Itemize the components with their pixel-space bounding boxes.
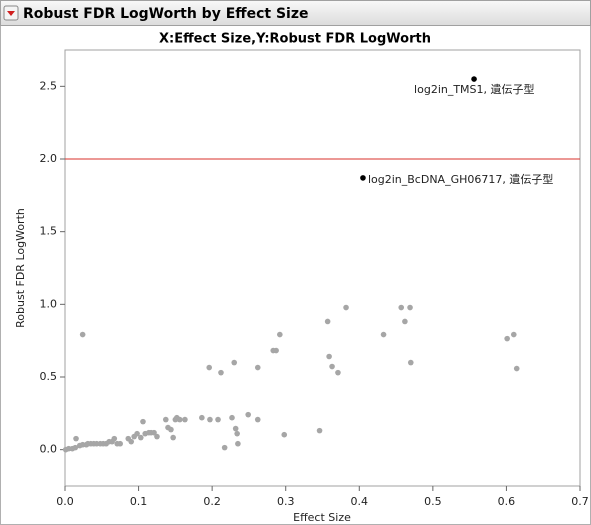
- point: [207, 416, 213, 423]
- point: [513, 365, 520, 372]
- point: [170, 434, 176, 441]
- point: [72, 444, 79, 451]
- point: [117, 440, 123, 447]
- x-axis-label: Effect Size: [293, 511, 351, 524]
- point: [221, 444, 228, 451]
- point: [343, 304, 349, 311]
- x-tick-label: 0.3: [277, 495, 295, 508]
- point: [218, 369, 224, 376]
- point: [335, 369, 341, 376]
- point: [176, 416, 183, 423]
- point: [229, 414, 235, 421]
- point: [380, 331, 387, 338]
- y-tick-label: 0.5: [40, 370, 58, 383]
- point: [326, 353, 332, 360]
- point: [504, 335, 510, 342]
- point: [254, 416, 261, 423]
- point: [215, 416, 221, 423]
- y-tick-label: 0.0: [40, 443, 58, 456]
- point: [206, 364, 212, 371]
- y-tick-label: 2.5: [40, 79, 58, 92]
- y-tick-label: 1.5: [40, 225, 58, 238]
- point: [235, 440, 241, 447]
- plot-frame: [64, 49, 581, 487]
- x-tick-label: 0.7: [571, 495, 589, 508]
- x-tick-label: 0.1: [130, 495, 148, 508]
- point: [128, 438, 135, 445]
- panel-title: Robust FDR LogWorth by Effect Size: [23, 6, 309, 22]
- x-tick-label: 0.2: [203, 495, 221, 508]
- point: [151, 429, 157, 436]
- point: [510, 331, 517, 338]
- x-tick-label: 0.5: [424, 495, 442, 508]
- point: [245, 411, 251, 418]
- plot-area: 0.0 0.1 0.2 0.3 0.4 0.5 0.6 0.7 0.0 0.5 1.0 1.5 2.0 2…: [40, 49, 589, 508]
- y-tick-label: 2.0: [40, 152, 58, 165]
- point: [254, 364, 261, 371]
- point: [329, 363, 335, 370]
- point: [281, 431, 288, 438]
- point: [360, 175, 366, 181]
- point: [407, 304, 413, 311]
- point: [140, 418, 146, 425]
- point: [134, 430, 140, 437]
- point: [316, 427, 323, 434]
- point: [79, 331, 86, 338]
- y-tick-label: 1.0: [40, 297, 58, 310]
- point: [162, 416, 169, 423]
- x-tick-label: 0.6: [498, 495, 516, 508]
- x-tick-label: 0.0: [56, 495, 74, 508]
- point: [168, 426, 174, 433]
- point: [232, 425, 239, 432]
- point: [324, 318, 331, 325]
- point-label: log2in_TMS1, 遺伝子型: [414, 82, 534, 96]
- menu-triangle: [7, 11, 15, 16]
- point: [234, 430, 240, 437]
- point: [199, 414, 205, 421]
- point: [402, 318, 408, 325]
- point: [73, 435, 79, 442]
- panel-header: [0, 0, 591, 26]
- point-label: log2in_BcDNA_GH06717, 遺伝子型: [368, 172, 553, 186]
- point: [273, 347, 279, 354]
- y-axis-label: Robust FDR LogWorth: [14, 208, 27, 328]
- x-tick-label: 0.4: [351, 495, 369, 508]
- point: [137, 434, 144, 441]
- point: [407, 359, 414, 366]
- point: [154, 433, 160, 440]
- point: [277, 331, 283, 338]
- point: [111, 435, 118, 442]
- point: [471, 76, 477, 82]
- point: [182, 416, 188, 423]
- point: [398, 304, 405, 311]
- point: [231, 359, 238, 366]
- chart-title: X:Effect Size,Y:Robust FDR LogWorth: [159, 32, 431, 47]
